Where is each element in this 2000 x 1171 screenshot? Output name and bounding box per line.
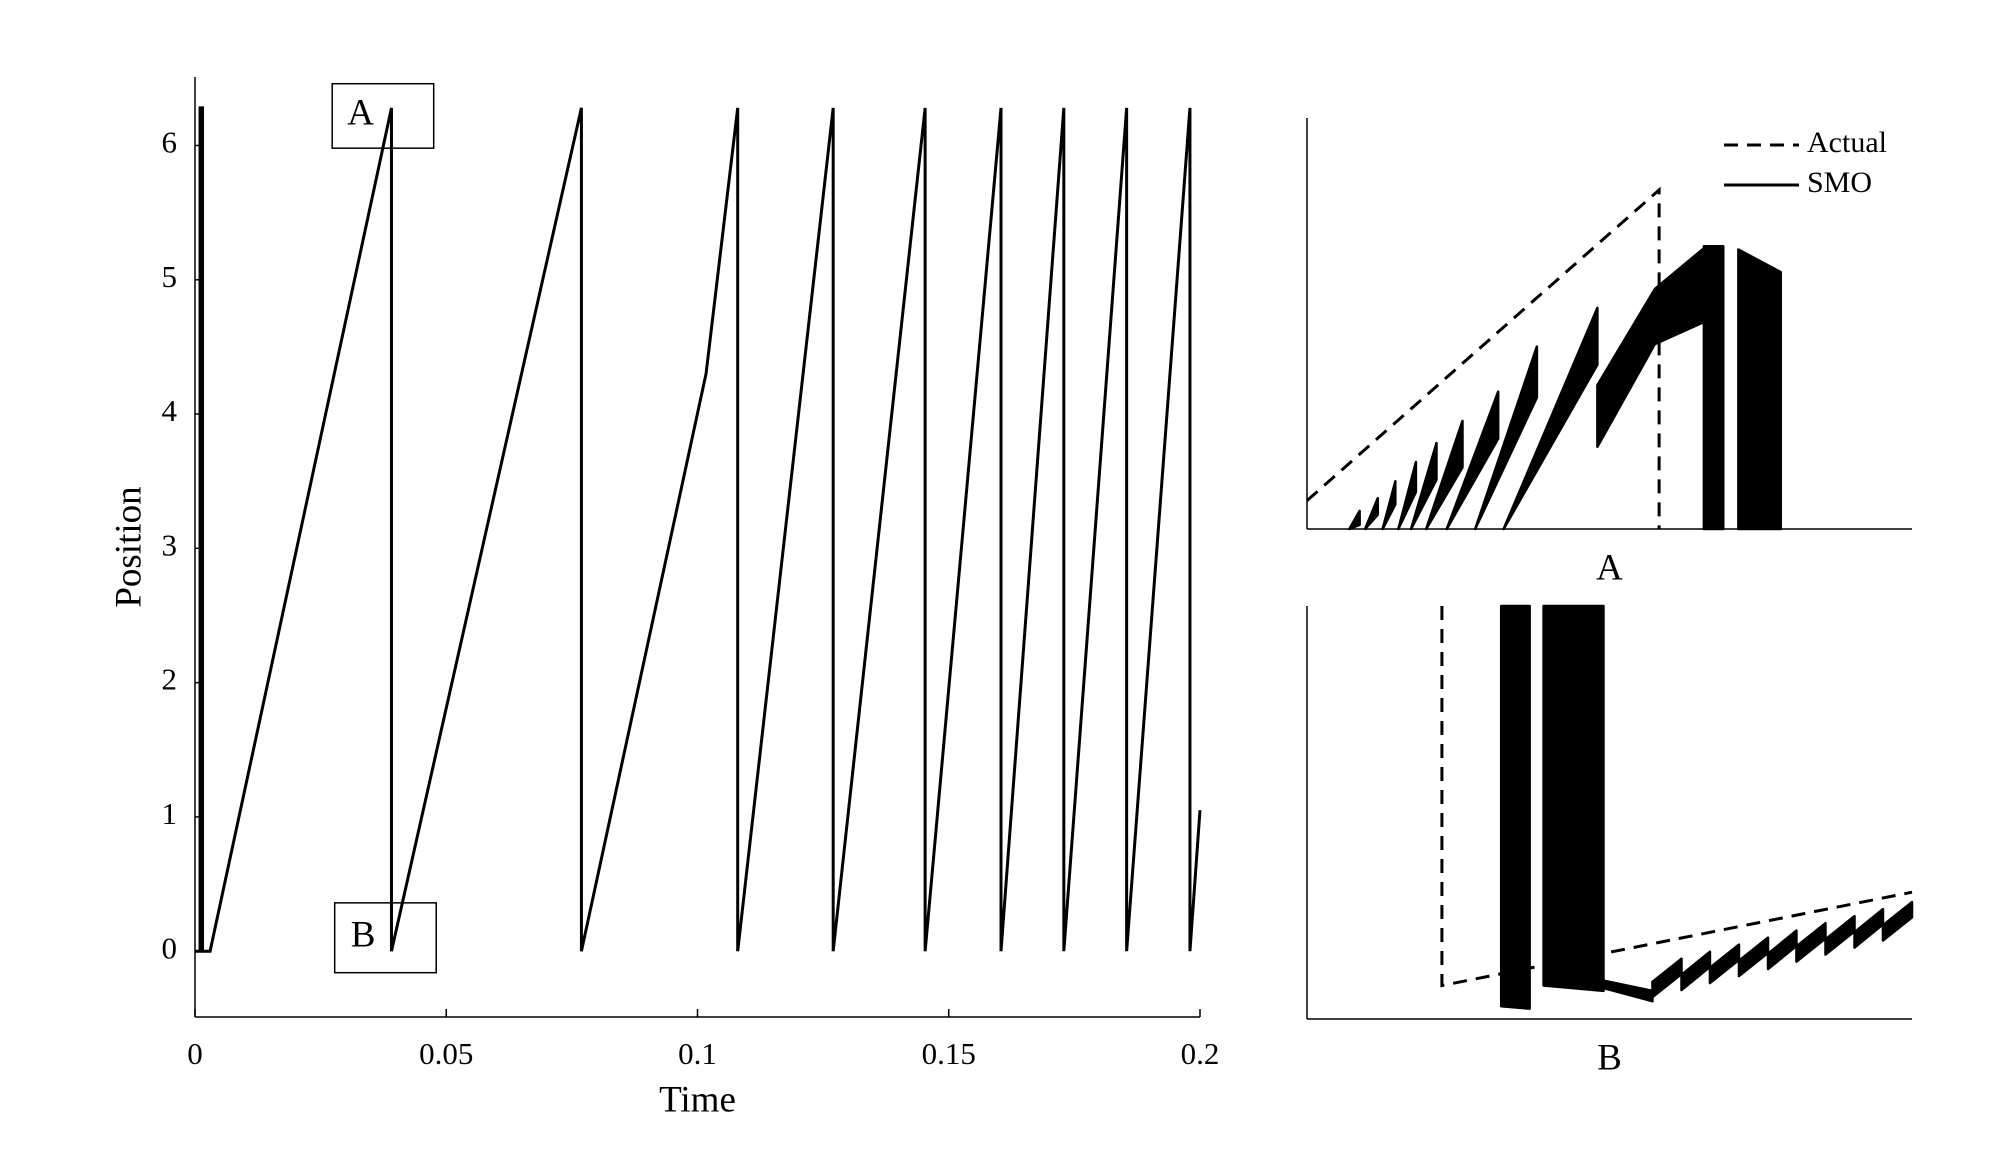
annotation-box bbox=[331, 82, 435, 149]
band bbox=[1381, 480, 1397, 531]
band bbox=[1409, 441, 1438, 531]
band bbox=[1445, 390, 1500, 531]
band bbox=[1499, 604, 1531, 1010]
x-tick-label: 0.05 bbox=[419, 1036, 473, 1071]
line bbox=[1440, 606, 1913, 988]
x-tick-label: 0.2 bbox=[1181, 1036, 1220, 1071]
y-tick-label: 2 bbox=[162, 662, 178, 697]
line bbox=[1306, 186, 1661, 529]
band bbox=[1473, 345, 1539, 531]
x-tick-label: 0 bbox=[187, 1036, 203, 1071]
x-axis-label: Time bbox=[659, 1079, 736, 1120]
band bbox=[1702, 244, 1725, 531]
x-axis-label: A bbox=[1596, 547, 1623, 588]
legend-label: SMO bbox=[1807, 166, 1872, 199]
band bbox=[1881, 900, 1914, 942]
x-tick-label: 0.1 bbox=[678, 1036, 717, 1071]
annotation-label: A bbox=[347, 92, 374, 133]
y-tick-label: 3 bbox=[162, 527, 178, 562]
band bbox=[1502, 306, 1599, 531]
band bbox=[1737, 248, 1782, 531]
y-tick-label: 1 bbox=[162, 796, 178, 831]
annotation-box bbox=[333, 902, 437, 974]
legend-label: Actual bbox=[1807, 126, 1887, 159]
band bbox=[1397, 460, 1418, 531]
band bbox=[1424, 419, 1464, 531]
annotation-label: B bbox=[351, 914, 376, 955]
line bbox=[195, 106, 1202, 953]
band bbox=[1348, 509, 1361, 531]
x-tick-label: 0.15 bbox=[922, 1036, 976, 1071]
band bbox=[1602, 979, 1654, 1003]
y-axis-label: Position bbox=[108, 486, 149, 607]
band bbox=[1542, 604, 1605, 993]
x-axis-label: B bbox=[1597, 1037, 1622, 1078]
band bbox=[1363, 496, 1380, 531]
y-tick-label: 6 bbox=[162, 125, 178, 160]
y-tick-label: 0 bbox=[162, 930, 178, 965]
y-tick-label: 4 bbox=[162, 393, 178, 428]
y-tick-label: 5 bbox=[162, 259, 178, 294]
